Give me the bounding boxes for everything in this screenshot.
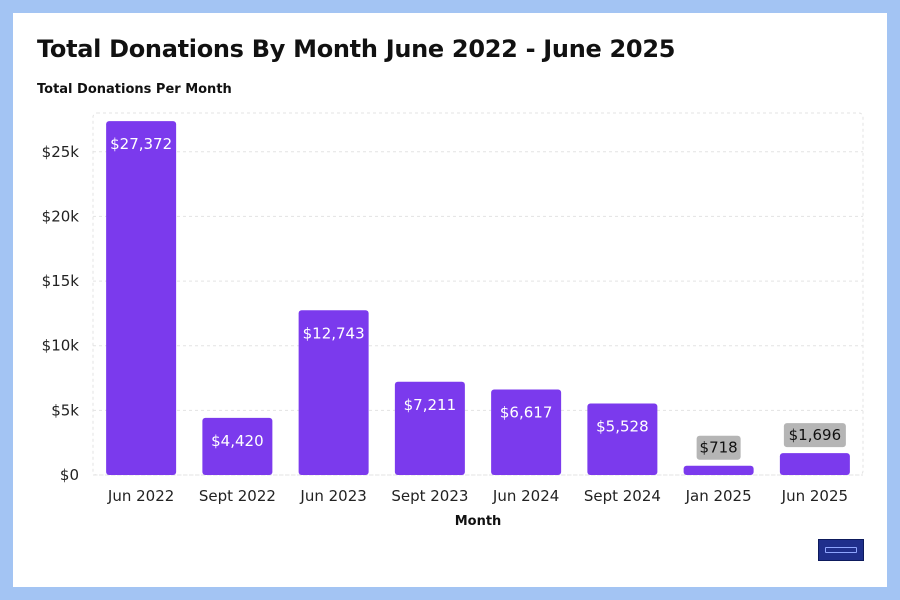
x-tick-label: Sept 2023 [391,487,468,505]
bar-value-label-bg [696,435,741,460]
bar [779,453,850,475]
y-tick-label: $20k [42,207,80,225]
chart-title: Total Donations By Month June 2022 - Jun… [37,35,676,63]
bar-value-label: $12,743 [303,324,365,342]
chart-subtitle: Total Donations Per Month [37,82,232,97]
x-tick-label: Jun 2023 [299,487,366,505]
y-tick-label: $10k [42,337,80,355]
bar [683,465,754,475]
bar-value-label: $718 [700,439,738,457]
x-tick-label: Jun 2024 [492,487,559,505]
chart-card: Total Donations By Month June 2022 - Jun… [13,13,887,587]
bar-value-label: $27,372 [110,135,172,153]
y-tick-label: $25k [42,143,80,161]
bar-value-label: $7,211 [404,396,457,414]
bar [394,381,465,475]
bar [202,417,273,475]
x-tick-label: Sept 2024 [584,487,661,505]
bar-value-label-bg [783,423,846,448]
y-tick-label: $5k [51,401,79,419]
y-tick-label: $15k [42,272,80,290]
x-tick-label: Jan 2025 [685,487,752,505]
x-tick-label: Jun 2025 [781,487,848,505]
x-tick-label: Jun 2022 [107,487,174,505]
bar-value-label: $5,528 [596,418,649,436]
x-tick-label: Sept 2022 [199,487,276,505]
bar [298,310,369,475]
bar [491,389,562,475]
bar [106,121,177,475]
bar-value-label: $6,617 [500,403,553,421]
bar-value-label: $4,420 [211,432,264,450]
y-tick-label: $0 [60,466,79,484]
plot-frame [92,112,864,476]
bar [587,403,658,475]
bar-value-label: $1,696 [789,426,842,444]
brand-logo [818,539,864,561]
x-axis-title: Month [455,514,502,529]
bar-chart: $0 $5k $10k $15k $20k $25k $27,372 Jun 2022 $4,4… [42,112,864,529]
